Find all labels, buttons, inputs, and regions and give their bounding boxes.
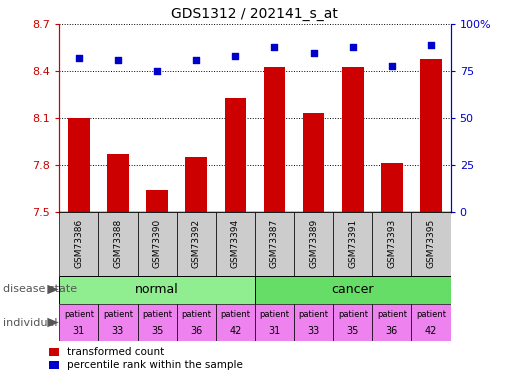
Bar	[225, 98, 246, 212]
Text: 31: 31	[268, 326, 281, 336]
Point	[75, 55, 83, 61]
Text: 36: 36	[386, 326, 398, 336]
Bar	[98, 212, 138, 276]
Point	[388, 63, 396, 69]
Text: transformed count: transformed count	[67, 346, 165, 357]
Point	[192, 57, 200, 63]
Bar	[372, 304, 411, 341]
Bar	[411, 212, 451, 276]
Point	[270, 44, 279, 50]
Bar	[98, 304, 138, 341]
Text: GSM73392: GSM73392	[192, 219, 201, 268]
Bar	[146, 190, 168, 212]
Text: patient: patient	[416, 310, 446, 319]
Text: 33: 33	[307, 326, 320, 336]
Text: 36: 36	[190, 326, 202, 336]
Text: patient: patient	[338, 310, 368, 319]
Bar	[255, 212, 294, 276]
Bar	[107, 154, 129, 212]
Bar	[303, 113, 324, 212]
Bar	[294, 212, 333, 276]
Text: GSM73394: GSM73394	[231, 219, 240, 268]
Text: patient: patient	[142, 310, 172, 319]
Bar	[333, 212, 372, 276]
Point	[114, 57, 122, 63]
Text: patient: patient	[220, 310, 250, 319]
Bar	[138, 212, 177, 276]
Bar	[49, 361, 59, 369]
Point	[310, 50, 318, 55]
Point	[427, 42, 435, 48]
Text: 42: 42	[229, 326, 242, 336]
Bar	[342, 67, 364, 212]
Bar	[59, 276, 255, 304]
Bar	[138, 304, 177, 341]
Text: GSM73393: GSM73393	[387, 219, 397, 268]
Bar	[177, 304, 216, 341]
Bar	[264, 67, 285, 212]
Text: 31: 31	[73, 326, 85, 336]
Bar	[420, 59, 442, 212]
Text: 33: 33	[112, 326, 124, 336]
Text: 35: 35	[151, 326, 163, 336]
Bar	[68, 118, 90, 212]
Text: disease state: disease state	[3, 285, 77, 294]
Text: individual: individual	[3, 318, 57, 327]
Text: GSM73389: GSM73389	[309, 219, 318, 268]
Title: GDS1312 / 202141_s_at: GDS1312 / 202141_s_at	[171, 7, 338, 21]
Text: GSM73386: GSM73386	[74, 219, 83, 268]
Bar	[381, 164, 403, 212]
Bar	[59, 304, 98, 341]
Bar	[49, 348, 59, 355]
Text: patient: patient	[260, 310, 289, 319]
Text: patient: patient	[377, 310, 407, 319]
Text: GSM73390: GSM73390	[152, 219, 162, 268]
Text: GSM73395: GSM73395	[426, 219, 436, 268]
Text: GSM73388: GSM73388	[113, 219, 123, 268]
Bar	[294, 304, 333, 341]
Text: percentile rank within the sample: percentile rank within the sample	[67, 360, 244, 370]
Bar	[59, 212, 98, 276]
Polygon shape	[47, 318, 59, 327]
Text: patient: patient	[299, 310, 329, 319]
Bar	[216, 212, 255, 276]
Text: normal: normal	[135, 283, 179, 296]
Bar	[185, 157, 207, 212]
Text: cancer: cancer	[332, 283, 374, 296]
Text: patient: patient	[64, 310, 94, 319]
Bar	[255, 276, 451, 304]
Text: 35: 35	[347, 326, 359, 336]
Bar	[372, 212, 411, 276]
Bar	[411, 304, 451, 341]
Text: GSM73387: GSM73387	[270, 219, 279, 268]
Text: 42: 42	[425, 326, 437, 336]
Point	[153, 68, 161, 74]
Bar	[255, 304, 294, 341]
Point	[231, 53, 239, 59]
Bar	[216, 304, 255, 341]
Bar	[177, 212, 216, 276]
Text: patient: patient	[181, 310, 211, 319]
Polygon shape	[47, 285, 59, 294]
Text: GSM73391: GSM73391	[348, 219, 357, 268]
Text: patient: patient	[103, 310, 133, 319]
Bar	[333, 304, 372, 341]
Point	[349, 44, 357, 50]
